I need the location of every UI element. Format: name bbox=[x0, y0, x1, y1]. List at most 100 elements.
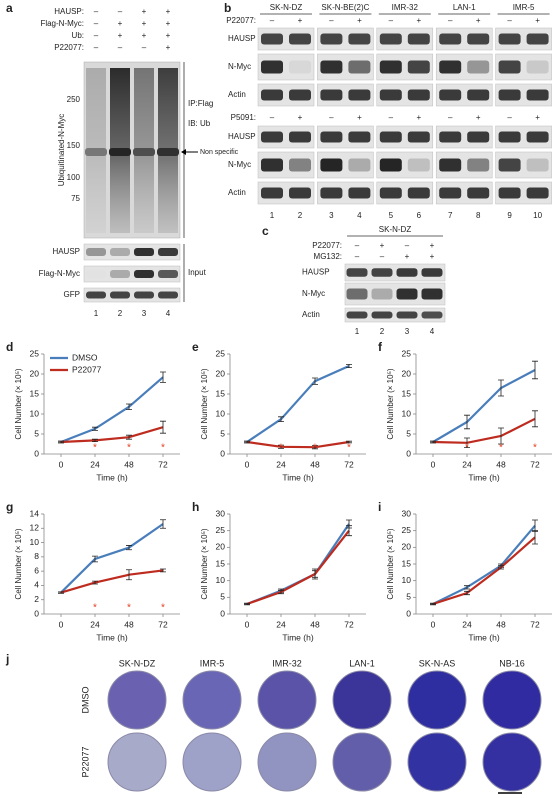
blot-b-band bbox=[320, 89, 343, 101]
blot-c-band bbox=[396, 311, 418, 319]
condition-sign: + bbox=[166, 7, 171, 16]
error-bar bbox=[312, 377, 318, 385]
blot-b-band bbox=[439, 131, 462, 143]
x-tick-label: 0 bbox=[431, 459, 436, 469]
blot-b-band bbox=[407, 89, 430, 101]
blot-b-band bbox=[526, 33, 549, 45]
condition-sign: – bbox=[118, 43, 123, 52]
colony-dish bbox=[257, 732, 317, 792]
nonspecific-band bbox=[157, 148, 179, 156]
significance-mark: * bbox=[313, 443, 317, 454]
x-tick-label: 48 bbox=[496, 459, 506, 469]
condition-sign: + bbox=[118, 19, 123, 28]
row-label: HAUSP bbox=[52, 247, 80, 256]
condition-sign: + bbox=[166, 19, 171, 28]
input-band bbox=[86, 291, 106, 299]
cell-line: SK-N-DZ bbox=[270, 3, 303, 12]
y-tick-label: 10 bbox=[402, 408, 412, 418]
colony-dish bbox=[332, 670, 392, 730]
y-tick-label: 14 bbox=[30, 508, 40, 518]
y-tick-label: 10 bbox=[402, 575, 412, 585]
series-line bbox=[246, 529, 350, 606]
series-line bbox=[60, 426, 164, 444]
lane-number: 4 bbox=[430, 327, 435, 336]
condition-sign: + bbox=[166, 31, 171, 40]
blot-b-band bbox=[407, 131, 430, 143]
blot-b-band bbox=[320, 131, 343, 143]
cell-line: IMR-32 bbox=[392, 3, 419, 12]
lane-number: 3 bbox=[405, 327, 410, 336]
treatment-sign: – bbox=[329, 113, 334, 122]
condition-sign: + bbox=[430, 241, 435, 250]
cell-line: NB-16 bbox=[499, 658, 525, 668]
treatment-label: P5091: bbox=[231, 113, 256, 122]
treatment-sign: + bbox=[535, 16, 540, 25]
input-band bbox=[134, 248, 154, 256]
treatment-label: P22077 bbox=[80, 746, 90, 777]
error-bar bbox=[92, 555, 98, 563]
blot-b-band bbox=[348, 158, 371, 172]
treatment-sign: – bbox=[448, 113, 453, 122]
x-tick-label: 24 bbox=[276, 459, 286, 469]
x-tick-label: 0 bbox=[245, 459, 250, 469]
blot-b-band bbox=[526, 60, 549, 74]
blot-b-band bbox=[348, 131, 371, 143]
condition-sign: + bbox=[142, 19, 147, 28]
error-bar bbox=[244, 440, 250, 444]
panel-letter: g bbox=[6, 500, 13, 514]
blot-b-band bbox=[526, 187, 549, 199]
significance-mark: * bbox=[93, 603, 97, 614]
lane-number: 3 bbox=[142, 309, 147, 318]
error-bar bbox=[464, 437, 470, 448]
y-tick-label: 5 bbox=[406, 428, 411, 438]
error-bar bbox=[346, 364, 352, 368]
error-bar bbox=[498, 565, 504, 570]
y-tick-label: 0 bbox=[406, 448, 411, 458]
x-tick-label: 24 bbox=[462, 459, 472, 469]
colony-dish bbox=[407, 670, 467, 730]
blot-b-band bbox=[498, 33, 521, 45]
treatment-sign: – bbox=[448, 16, 453, 25]
row-label: Actin bbox=[302, 310, 320, 319]
blot-b-band bbox=[498, 89, 521, 101]
blot-b-band bbox=[526, 89, 549, 101]
error-bar bbox=[126, 434, 132, 440]
x-axis-label: Time (h) bbox=[96, 472, 127, 482]
blot-b-band bbox=[289, 60, 311, 74]
input-band bbox=[110, 248, 130, 256]
y-tick-label: 15 bbox=[216, 388, 226, 398]
blot-c-membrane bbox=[344, 282, 446, 306]
input-band bbox=[134, 291, 154, 299]
y-tick-label: 25 bbox=[30, 348, 40, 358]
error-bar bbox=[346, 525, 352, 537]
significance-mark: * bbox=[465, 443, 469, 454]
x-tick-label: 72 bbox=[158, 459, 168, 469]
blot-b-band bbox=[289, 33, 311, 45]
lane-number: 5 bbox=[389, 211, 394, 220]
treatment-sign: + bbox=[357, 16, 362, 25]
error-bar bbox=[126, 403, 132, 410]
condition-label: Ub: bbox=[72, 31, 84, 40]
blot-b-band bbox=[467, 89, 490, 101]
blot-b-band bbox=[379, 131, 402, 143]
series-line bbox=[246, 364, 350, 443]
treatment-sign: – bbox=[507, 113, 512, 122]
blot-b-band bbox=[379, 187, 402, 199]
blot-b-band bbox=[498, 60, 521, 74]
arrow-head bbox=[181, 149, 186, 155]
significance-mark: * bbox=[347, 443, 351, 454]
treatment-sign: + bbox=[416, 16, 421, 25]
x-axis-label: Time (h) bbox=[96, 632, 127, 642]
panel-letter: j bbox=[5, 652, 9, 666]
condition-sign: – bbox=[94, 19, 99, 28]
mw-axis-label: Ubiquitinated-N-Myc bbox=[57, 114, 66, 186]
series-line bbox=[432, 536, 536, 606]
y-tick-label: 5 bbox=[406, 592, 411, 602]
condition-sign: – bbox=[94, 31, 99, 40]
blot-b-band bbox=[289, 158, 311, 172]
treatment-label: DMSO bbox=[80, 687, 90, 714]
x-tick-label: 0 bbox=[431, 619, 436, 629]
y-tick-label: 20 bbox=[402, 368, 412, 378]
error-bar bbox=[244, 602, 250, 606]
y-tick-label: 15 bbox=[402, 558, 412, 568]
